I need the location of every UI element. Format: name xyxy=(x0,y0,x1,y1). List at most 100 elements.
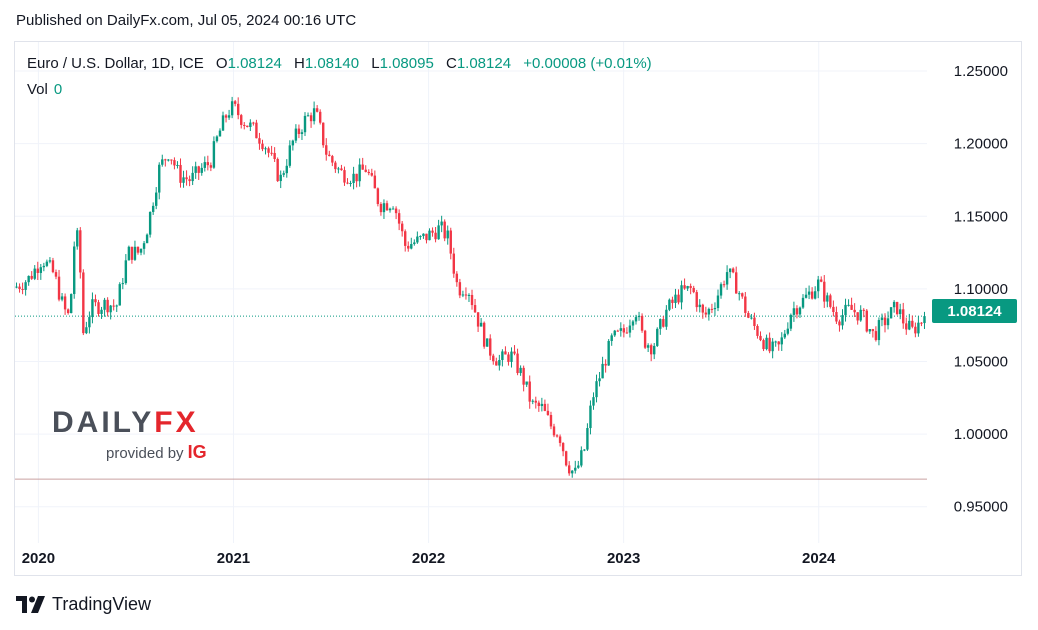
candle-body xyxy=(643,330,647,348)
candle-body xyxy=(103,299,106,310)
candle-body xyxy=(142,243,146,249)
candle-body xyxy=(677,294,680,303)
candle-body xyxy=(236,103,240,116)
candle-body xyxy=(592,397,595,406)
candle-body xyxy=(285,165,288,174)
candle-body xyxy=(145,234,149,244)
tradingview-label: TradingView xyxy=(52,594,152,614)
candle-body xyxy=(264,148,267,150)
candle-body xyxy=(519,367,522,374)
candle-body xyxy=(27,275,30,283)
candle-body xyxy=(97,302,100,314)
candle-body xyxy=(850,304,853,310)
candle-body xyxy=(379,204,383,213)
candle-body xyxy=(161,159,164,165)
candle-body xyxy=(315,108,319,112)
candle-body xyxy=(613,330,616,336)
candle-body xyxy=(607,340,610,366)
volume-legend: Vol 0 xyxy=(27,81,62,98)
candle-body xyxy=(252,122,255,124)
candle-body xyxy=(680,285,683,303)
candle-body xyxy=(707,308,711,315)
candle-body xyxy=(610,335,613,341)
candle-body xyxy=(695,292,698,308)
candle-body xyxy=(564,451,568,466)
candle-body xyxy=(422,233,425,237)
candle-body xyxy=(185,177,188,180)
y-tick-label: 1.05000 xyxy=(954,353,1008,370)
dailyfx-logo: DAILYFX xyxy=(52,406,207,440)
candle-body xyxy=(48,260,52,262)
candle-body xyxy=(203,162,206,168)
candle-body xyxy=(267,148,270,153)
candle-body xyxy=(288,145,292,166)
candle-body xyxy=(701,304,705,313)
candle-body xyxy=(227,115,231,118)
candle-body xyxy=(279,174,282,182)
candle-body xyxy=(756,326,759,336)
candle-body xyxy=(810,291,814,299)
candle-body xyxy=(501,351,504,361)
candle-body xyxy=(683,285,686,289)
candle-body xyxy=(179,164,182,183)
candle-body xyxy=(744,296,747,313)
tradingview-brand[interactable]: TradingView xyxy=(16,594,151,615)
change-value: +0.00008 (+0.01%) xyxy=(523,55,652,72)
candle-body xyxy=(233,101,237,104)
candle-body xyxy=(786,328,790,334)
candle-body xyxy=(91,299,94,318)
candle-body xyxy=(452,253,455,274)
candle-body xyxy=(923,316,926,324)
candle-body xyxy=(94,299,97,303)
x-tick-label: 2020 xyxy=(22,550,55,567)
candle-body xyxy=(121,283,125,285)
candle-body xyxy=(546,410,550,416)
candle-body xyxy=(21,288,24,290)
candle-body xyxy=(537,402,541,407)
candle-body xyxy=(792,308,796,315)
candle-body xyxy=(352,173,355,183)
candle-body xyxy=(813,291,817,299)
candle-body xyxy=(303,115,307,133)
candle-body xyxy=(889,307,893,319)
candle-body xyxy=(218,130,222,137)
candle-body xyxy=(476,312,480,327)
candle-body xyxy=(230,101,234,116)
candle-body xyxy=(865,310,868,332)
candle-body xyxy=(276,159,279,182)
candle-body xyxy=(862,309,865,311)
candle-body xyxy=(39,267,43,273)
candle-body xyxy=(668,299,671,310)
candle-body xyxy=(413,242,416,245)
candle-body xyxy=(51,260,55,273)
candle-body xyxy=(364,169,367,172)
candle-body xyxy=(66,309,70,314)
y-tick-label: 1.25000 xyxy=(954,63,1008,80)
candle-body xyxy=(704,312,708,315)
high-value: 1.08140 xyxy=(304,55,360,72)
candle-body xyxy=(671,299,674,303)
candle-body xyxy=(431,230,434,233)
last-price-tag: 1.08124 xyxy=(932,299,1017,323)
candle-body xyxy=(440,221,443,226)
candle-body xyxy=(801,297,805,308)
candle-body xyxy=(45,261,49,266)
candle-body xyxy=(716,295,720,309)
candle-body xyxy=(583,449,586,451)
candle-body xyxy=(750,317,753,319)
candle-body xyxy=(385,203,389,211)
candle-body xyxy=(109,305,112,313)
candle-body xyxy=(486,338,489,347)
candle-body xyxy=(516,353,519,374)
candle-body xyxy=(337,168,340,170)
candle-body xyxy=(158,164,161,193)
ig-logo: IG xyxy=(187,442,207,462)
candle-body xyxy=(832,306,835,313)
candle-body xyxy=(871,329,875,332)
candle-body xyxy=(206,162,210,166)
candle-body xyxy=(467,294,471,296)
candle-body xyxy=(856,312,859,321)
candle-body xyxy=(698,304,701,308)
candlestick-chart[interactable]: 1.25000 1.20000 1.15000 1.10000 1.05000 1.000… xyxy=(0,0,1038,580)
candle-body xyxy=(273,152,276,160)
